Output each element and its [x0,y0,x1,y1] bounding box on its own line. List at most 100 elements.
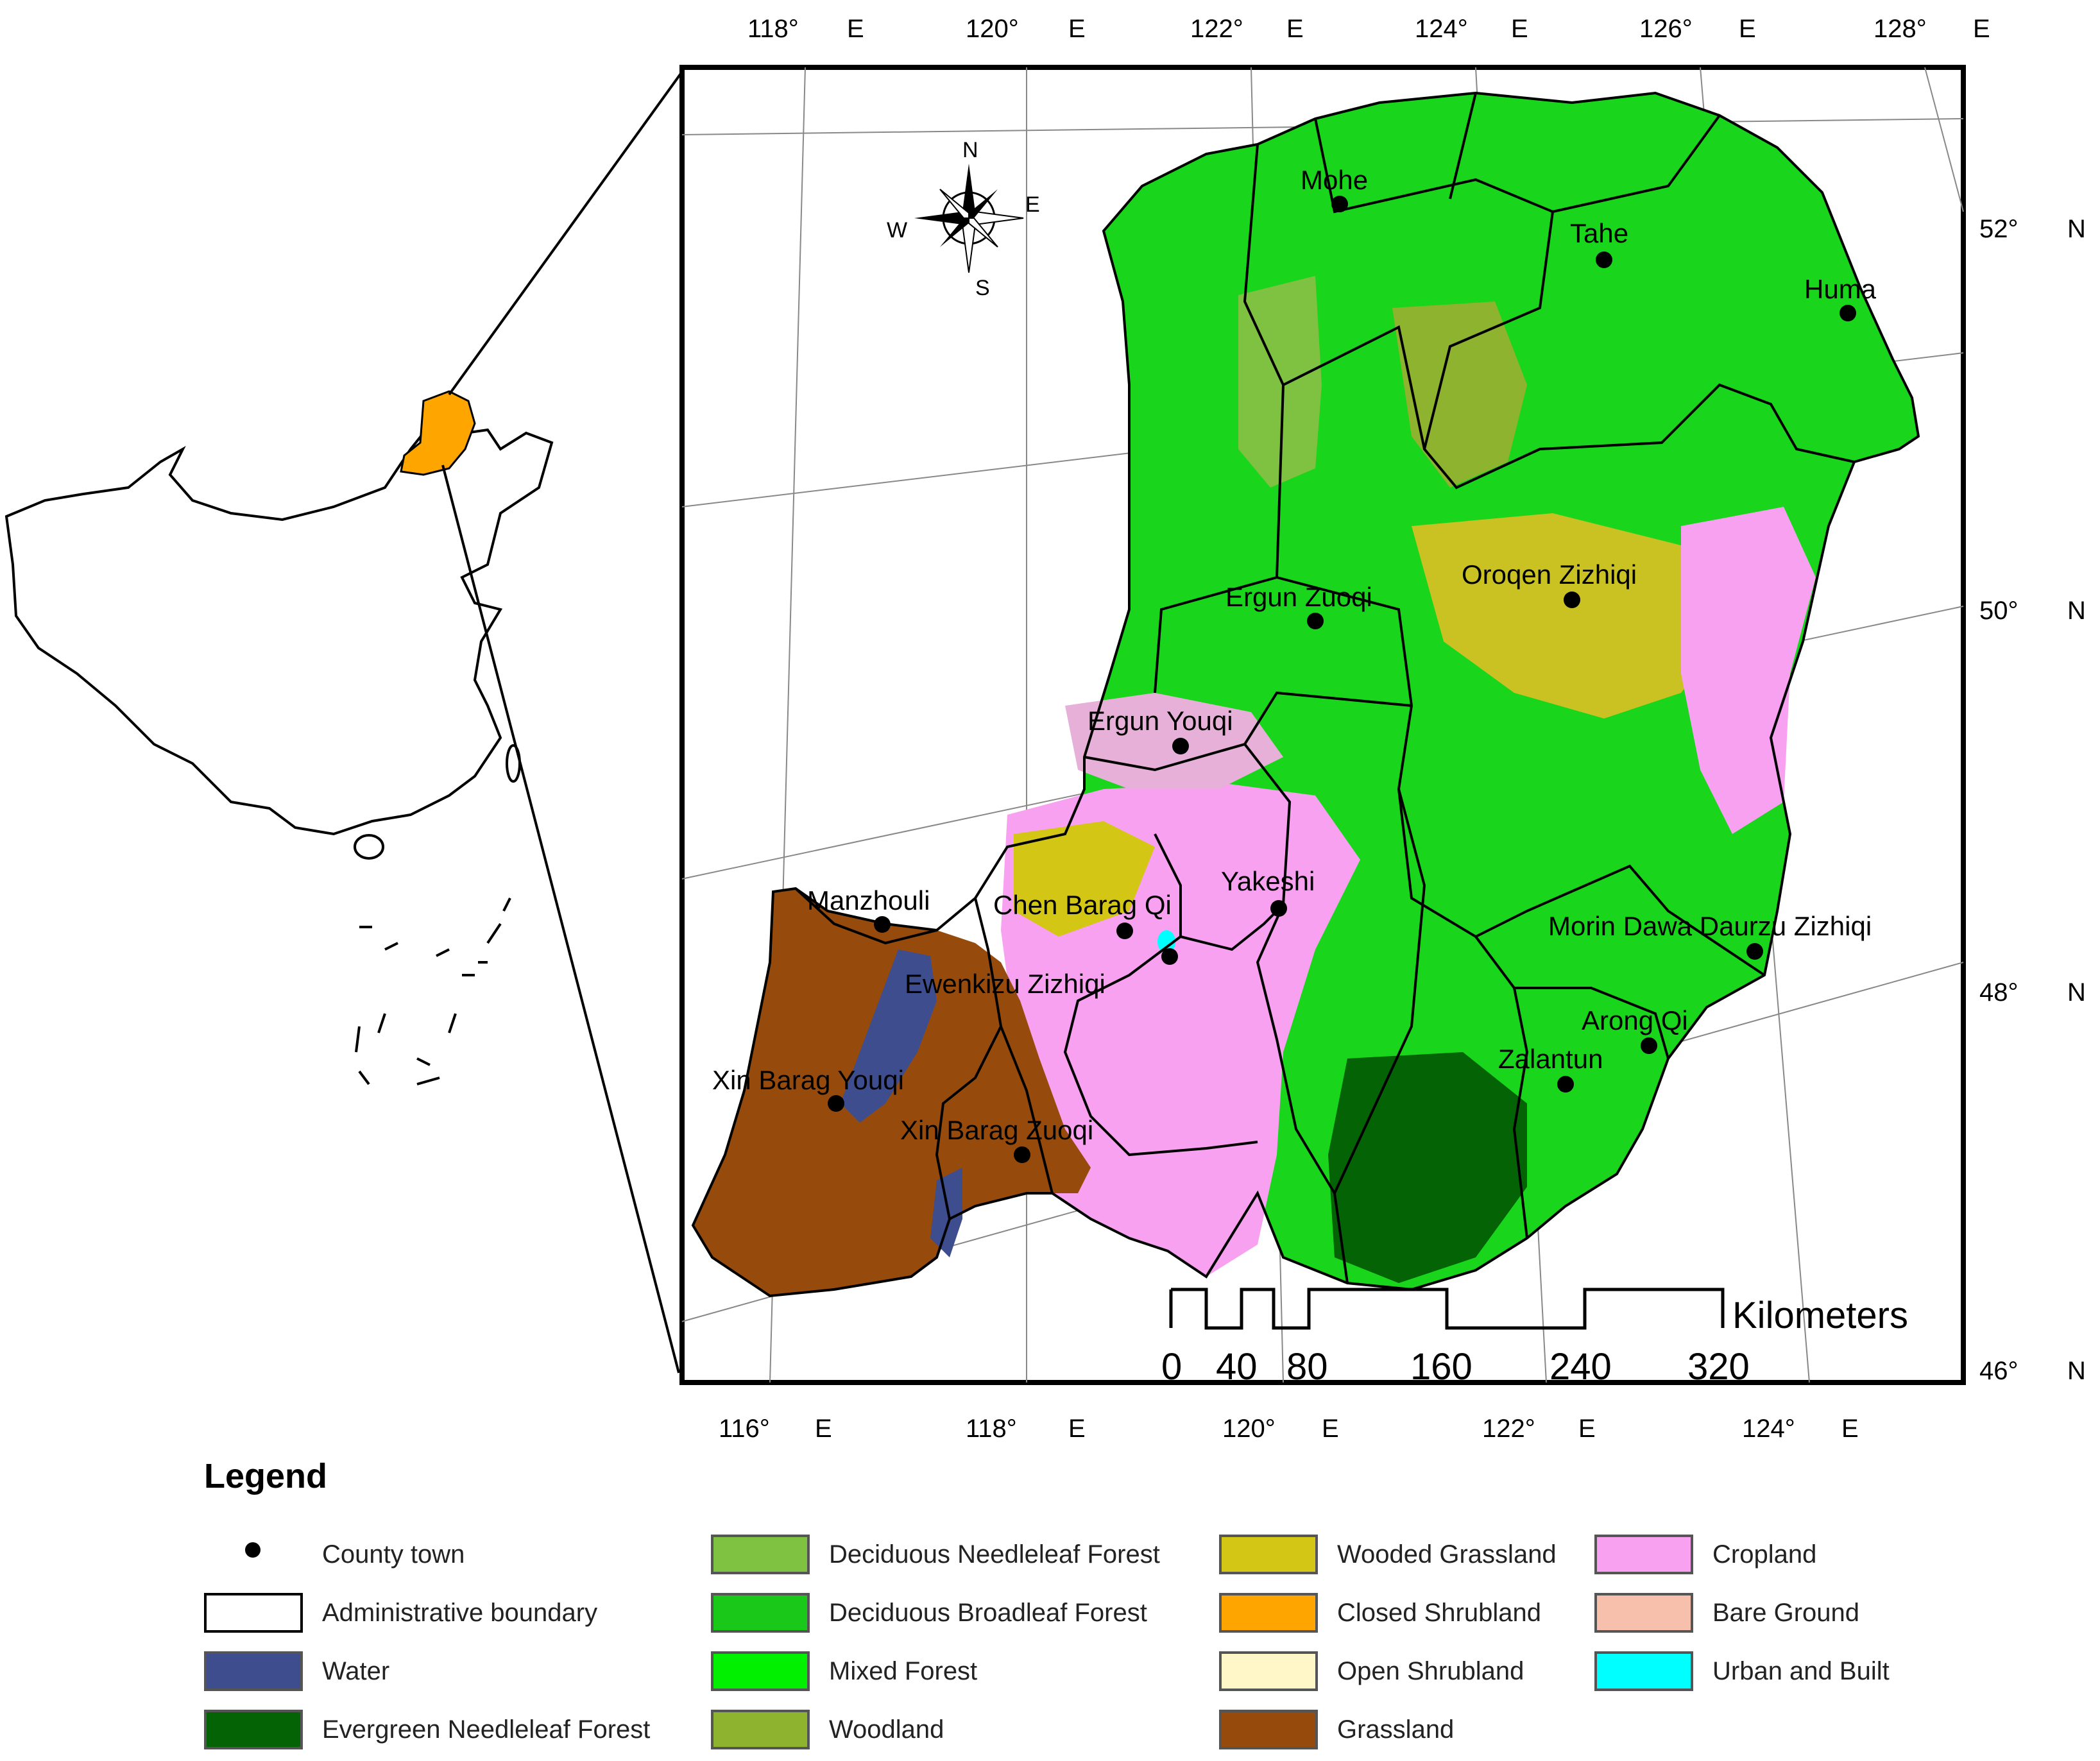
town-label: Huma [1804,274,1877,304]
legend-item-woodland: Woodland [711,1705,944,1754]
legend-label: Bare Ground [1712,1598,1860,1627]
county-town-tahe[interactable] [1596,251,1612,268]
town-labels: Mohe Tahe Huma Oroqen Zizhiqi Ergun Zuoq… [712,165,1877,1145]
lon-label: 116° [719,1415,770,1443]
county-town-mohe[interactable] [1331,196,1348,212]
town-label: Tahe [1570,218,1628,248]
lon-label: E [1578,1415,1596,1443]
county-town-ergun-zuoqi[interactable] [1307,613,1324,629]
county-town-ewenkizu[interactable] [1161,948,1178,965]
wooded-grassland-central [1014,821,1155,937]
lon-label: 124° [1742,1415,1795,1443]
legend-item-bare-ground: Bare Ground [1594,1588,1859,1637]
legend-item-evergreen-needleleaf: Evergreen Needleleaf Forest [204,1705,650,1754]
compass-e-label: E [1025,192,1040,217]
lat-label: 46° [1979,1357,2019,1385]
town-label: Morin Dawa Daurzu Zizhiqi [1548,911,1872,941]
legend-swatch [1594,1535,1693,1574]
county-town-yakeshi[interactable] [1270,900,1287,917]
lat-label: N [2067,978,2086,1007]
wooded-grassland-zone [1412,513,1732,719]
lon-label: 118° [966,1415,1017,1443]
lon-label: E [1068,1415,1086,1443]
lon-label: 120° [966,15,1019,43]
scale-tick-label: 40 [1216,1346,1258,1388]
town-label: Ergun Youqi [1088,706,1233,736]
county-town-oroqen[interactable] [1564,591,1580,608]
leader-line-lower [441,464,680,1374]
scale-tick-label: 160 [1410,1346,1473,1388]
lat-label: 52° [1979,215,2019,243]
legend-label: Deciduous Broadleaf Forest [829,1598,1147,1627]
lon-label: E [1511,15,1528,43]
legend-label: Urban and Built [1712,1656,1890,1685]
compass-s-label: S [975,276,990,300]
county-town-ergun-youqi[interactable] [1172,738,1189,754]
county-town-huma[interactable] [1840,305,1856,321]
legend-item-grassland: Grassland [1219,1705,1454,1754]
legend-swatch [711,1651,810,1691]
county-town-morin-dawa[interactable] [1746,943,1763,960]
longitude-labels-bottom: 116° E 118° E 120° E 122° E 124° E [719,1415,1859,1443]
legend-swatch [1594,1651,1693,1691]
legend-label: Water [322,1656,390,1685]
lat-label: N [2067,597,2086,625]
town-label: Arong Qi [1582,1005,1688,1035]
legend-swatch [711,1710,810,1749]
compass-w-label: W [887,218,907,242]
china-inset-map [4,66,687,1374]
legend-swatch [204,1651,303,1691]
legend-item-deciduous-needleleaf: Deciduous Needleleaf Forest [711,1530,1160,1579]
legend-title: Legend [204,1457,328,1495]
town-label: Chen Barag Qi [993,890,1172,920]
legend-label: Woodland [829,1715,944,1744]
town-label: Ewenkizu Zizhiqi [905,969,1105,999]
county-town-arong-qi[interactable] [1641,1037,1657,1054]
lon-label: 128° [1874,15,1927,43]
highlight-region [400,390,476,476]
scale-tick-label: 0 [1161,1346,1182,1388]
legend-swatch [1219,1535,1318,1574]
lon-label: E [1841,1415,1859,1443]
legend-swatch [204,1710,303,1749]
county-town-chen-barag[interactable] [1116,923,1133,939]
legend-item-open-shrubland: Open Shrubland [1219,1647,1524,1696]
lon-label: 122° [1482,1415,1535,1443]
lon-label: E [1286,15,1304,43]
lon-label: 122° [1190,15,1243,43]
lon-label: E [1973,15,1990,43]
scale-tick-label: 80 [1286,1346,1328,1388]
south-sea-islands [355,898,511,1085]
legend-swatch [1219,1593,1318,1633]
county-town-xin-barag-youqi[interactable] [828,1095,844,1112]
lon-label: E [1739,15,1756,43]
cropland-east [1681,507,1816,834]
county-town-manzhouli[interactable] [874,916,891,933]
hainan-island [354,834,384,860]
china-outline [4,396,554,836]
boundary-swatch [204,1593,303,1633]
legend-item-water: Water [204,1647,389,1696]
woodland-patch [1238,276,1322,488]
county-towns [828,196,1856,1163]
legend-label: Cropland [1712,1540,1817,1569]
lon-label: E [815,1415,832,1443]
town-label: Xin Barag Youqi [712,1065,904,1095]
county-town-xin-barag-zuoqi[interactable] [1014,1146,1030,1163]
town-label: Manzhouli [807,885,930,915]
legend-swatch [1594,1593,1693,1633]
land-cover [693,93,1918,1296]
lon-label: E [1322,1415,1339,1443]
scale-tick-label: 240 [1549,1346,1612,1388]
legend-item-closed-shrubland: Closed Shrubland [1219,1588,1541,1637]
legend-label: County town [322,1540,465,1569]
town-label: Zalantun [1498,1044,1603,1074]
lon-label: E [1068,15,1086,43]
legend-item-county-town: County town [204,1530,465,1579]
lon-label: E [847,15,864,43]
compass-rose: N E S W [887,138,1040,300]
county-town-zalantun[interactable] [1557,1076,1574,1093]
legend-item-admin-boundary: Administrative boundary [204,1588,597,1637]
lat-label: N [2067,215,2086,243]
